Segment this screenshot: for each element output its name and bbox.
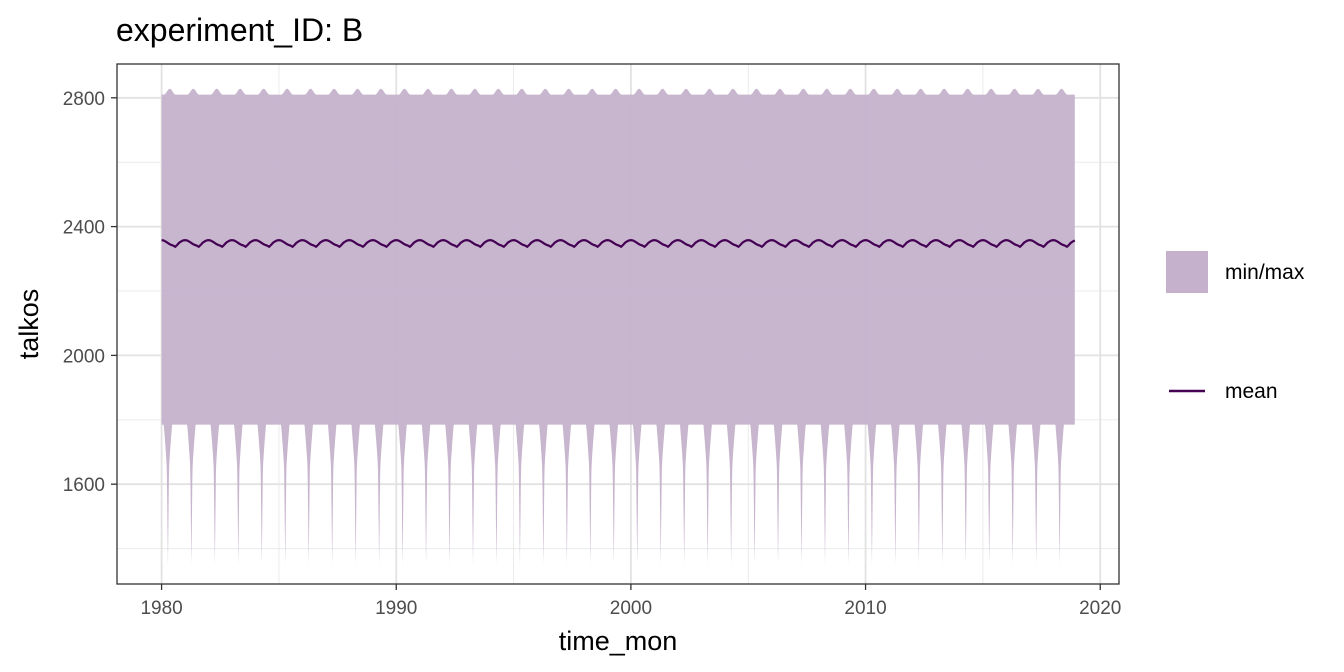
x-tick-label: 1990 [375, 598, 417, 619]
min-max-ribbon [161, 88, 1075, 565]
y-tick-label: 1600 [63, 475, 105, 496]
chart-title: experiment_ID: B [116, 12, 363, 48]
x-tick-label: 2000 [610, 598, 652, 619]
legend-label-min-max: min/max [1225, 261, 1305, 284]
legend-key-min-max [1166, 251, 1208, 293]
panel-border [116, 63, 1120, 585]
y-tick-label: 2000 [63, 346, 105, 367]
y-axis-title: talkos [14, 289, 44, 360]
plot-panel [116, 63, 1120, 585]
y-axis-ticks: 1600 2000 2400 2800 [63, 89, 117, 496]
x-tick-label: 2010 [844, 598, 886, 619]
mean-line [161, 239, 1076, 249]
x-tick-label: 2020 [1079, 598, 1121, 619]
legend: min/max mean [1166, 251, 1305, 403]
x-axis-title: time_mon [559, 626, 678, 656]
x-tick-label: 1980 [140, 598, 182, 619]
legend-label-mean: mean [1225, 380, 1278, 403]
x-axis-ticks: 1980 1990 2000 2010 2020 [140, 584, 1121, 619]
y-tick-label: 2800 [63, 89, 105, 110]
y-tick-label: 2400 [63, 218, 105, 239]
